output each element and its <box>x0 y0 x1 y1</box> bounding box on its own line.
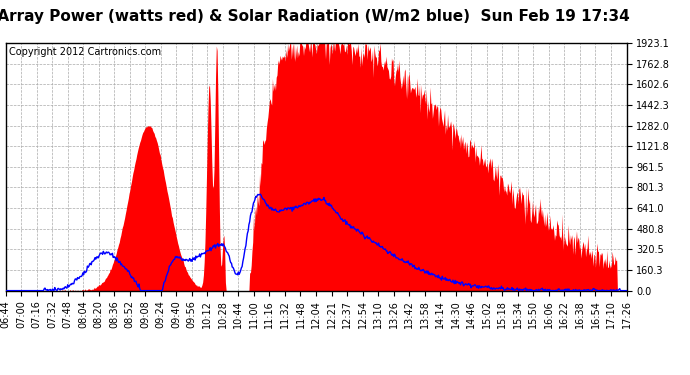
Text: Copyright 2012 Cartronics.com: Copyright 2012 Cartronics.com <box>8 47 161 57</box>
Text: West Array Power (watts red) & Solar Radiation (W/m2 blue)  Sun Feb 19 17:34: West Array Power (watts red) & Solar Rad… <box>0 9 630 24</box>
